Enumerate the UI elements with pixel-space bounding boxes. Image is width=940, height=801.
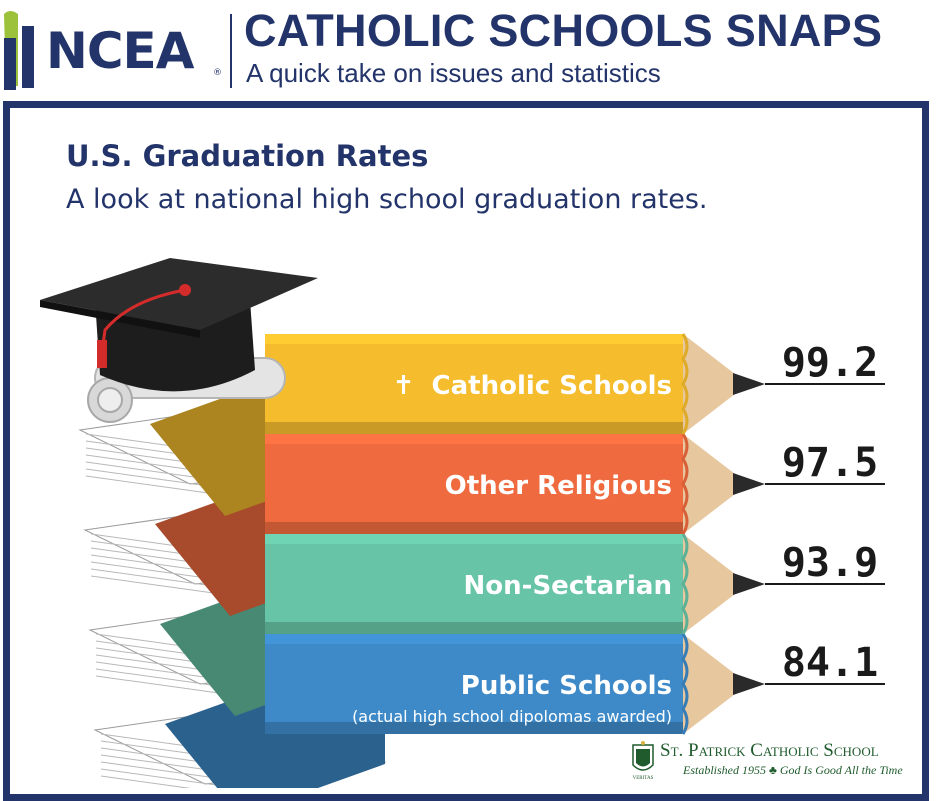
registered-mark: ® (213, 68, 222, 78)
tassel-fringe (97, 340, 107, 368)
bar-body (265, 534, 683, 634)
crest-motto: VERITAS (633, 776, 654, 781)
bar-shadow (265, 422, 683, 434)
bar-highlight (265, 534, 683, 544)
pencil-tip (733, 473, 765, 495)
pencil-wood (683, 634, 735, 734)
header-subtitle: A quick take on issues and statistics (246, 58, 661, 88)
tassel-cord (100, 288, 186, 353)
value-label: 97.5 (782, 440, 878, 486)
bar-label: Catholic Schools (432, 371, 672, 401)
pencil-tip (733, 673, 765, 695)
bar-highlight (265, 334, 683, 344)
value-label: 99.2 (782, 340, 878, 386)
pencil-wood-edge (681, 433, 689, 535)
bar-note: (actual high school dipolomas awarded) (352, 707, 672, 726)
bar-label: Non-Sectarian (464, 571, 672, 601)
bar-group: 84.1 Public Schools (actual high school di… (265, 333, 885, 735)
chart-title: U.S. Graduation Rates (66, 139, 429, 173)
graduation-cap-icon (40, 258, 318, 423)
bar-highlight (265, 634, 683, 644)
pencil-tip (733, 373, 765, 395)
school-crest-icon: VERITAS (632, 741, 654, 781)
pencil-wood (683, 434, 735, 534)
ncea-logo-icon (4, 11, 34, 90)
pencil-wood-edge (681, 633, 689, 735)
pencil-wood-edge (681, 533, 689, 635)
school-tagline: Established 1955 ♣ God Is Good All the T… (683, 763, 903, 777)
bar-body (265, 434, 683, 534)
bar-label: Public Schools (461, 671, 672, 701)
bar-shadow (265, 722, 683, 734)
logo-wordmark: NCEA (46, 22, 194, 80)
school-name: St. Patrick Catholic School (660, 740, 879, 761)
cap-board (40, 258, 318, 330)
bar-shadow (265, 522, 683, 534)
bar-highlight (265, 434, 683, 444)
pencil-tip (733, 573, 765, 595)
value-label: 84.1 (782, 640, 878, 686)
page-line (100, 775, 192, 788)
bar-label: Other Religious (445, 471, 672, 501)
bar-shadow (265, 622, 683, 634)
pencil-wood-edge (681, 333, 689, 435)
bar-body (265, 334, 683, 434)
graduation-chart: 84.1 Public Schools (actual high school di… (40, 258, 885, 788)
bar-body (265, 634, 683, 734)
header-divider (230, 14, 232, 88)
pencil-wood (683, 534, 735, 634)
header: NCEA ® CATHOLIC SCHOOLS SNAPS A quick ta… (0, 0, 940, 96)
pencil-wood (683, 334, 735, 434)
cross-icon: ✝ (393, 371, 415, 401)
value-label: 93.9 (782, 540, 878, 586)
cap-board-edge (40, 300, 200, 338)
chart-subtitle: A look at national high school graduatio… (66, 184, 708, 215)
header-title: CATHOLIC SCHOOLS SNAPS (244, 5, 883, 56)
diploma-roll-core (97, 387, 123, 413)
